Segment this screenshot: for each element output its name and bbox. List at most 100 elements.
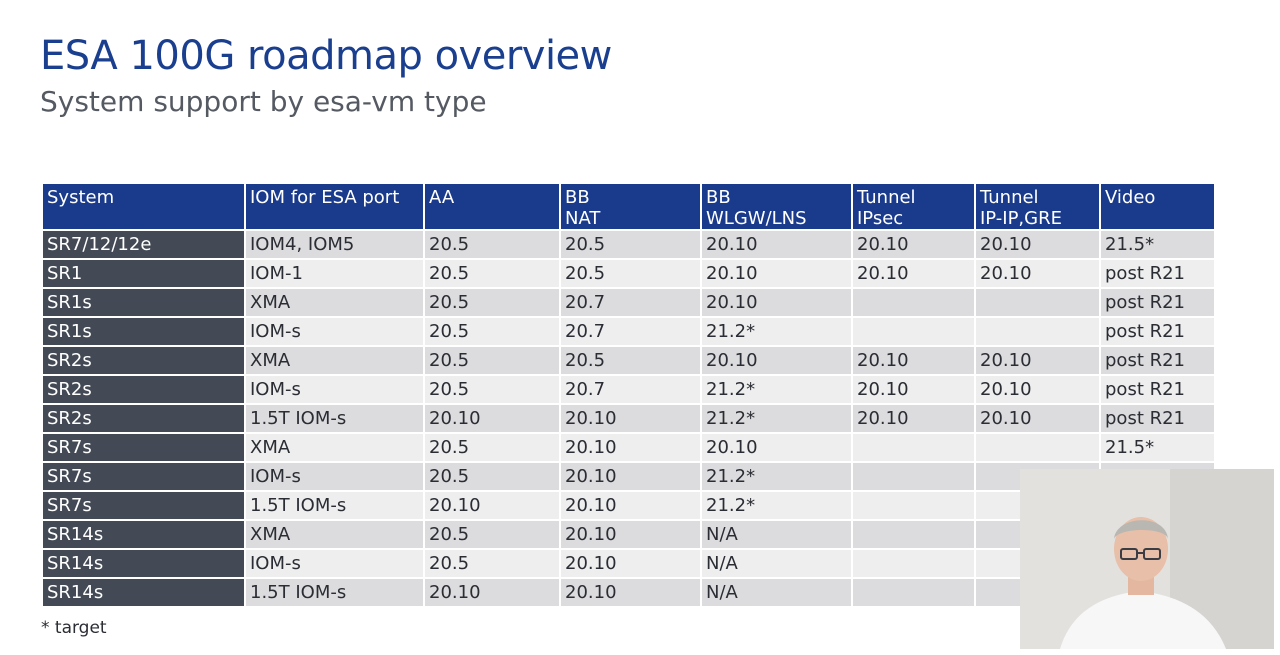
table-cell: 20.10 [853, 347, 974, 374]
table-cell [853, 318, 974, 345]
table-cell: 21.2* [702, 463, 851, 490]
table-cell: 20.5 [425, 376, 559, 403]
table-cell: IOM-s [246, 463, 423, 490]
table-row: SR1s XMA 20.5 20.7 20.10 post R21 [43, 289, 1214, 316]
table-cell: 20.5 [561, 231, 700, 258]
table-row: SR7/12/12e IOM4, IOM5 20.5 20.5 20.10 20.10 20… [43, 231, 1214, 258]
table-cell: N/A [702, 521, 851, 548]
table-cell: 21.5* [1101, 434, 1214, 461]
system-cell: SR14s [43, 550, 244, 577]
table-cell: 20.5 [425, 260, 559, 287]
column-header: BB NAT [561, 184, 700, 229]
table-cell: 21.5* [1101, 231, 1214, 258]
column-header-label: System [47, 187, 115, 208]
table-cell: post R21 [1101, 318, 1214, 345]
column-header-label: IPsec [857, 208, 904, 229]
table-row: SR1 IOM-1 20.5 20.5 20.10 20.10 20.10 post R21 [43, 260, 1214, 287]
table-cell [853, 289, 974, 316]
table-cell: 21.2* [702, 405, 851, 432]
table-cell: 20.5 [561, 347, 700, 374]
system-cell: SR1 [43, 260, 244, 287]
table-cell [976, 289, 1099, 316]
table-row: SR1s IOM-s 20.5 20.7 21.2* post R21 [43, 318, 1214, 345]
table-row: SR2s XMA 20.5 20.5 20.10 20.10 20.10 post R21 [43, 347, 1214, 374]
table-cell: 20.10 [853, 376, 974, 403]
table-cell: 20.10 [561, 492, 700, 519]
table-cell: 20.10 [561, 521, 700, 548]
table-row: SR2s IOM-s 20.5 20.7 21.2* 20.10 20.10 post R21 [43, 376, 1214, 403]
table-cell: 20.10 [702, 347, 851, 374]
table-cell: 20.7 [561, 376, 700, 403]
table-cell: post R21 [1101, 376, 1214, 403]
table-cell [853, 521, 974, 548]
table-cell: 20.10 [561, 463, 700, 490]
system-cell: SR14s [43, 521, 244, 548]
table-cell: 20.10 [853, 405, 974, 432]
table-row: SR2s 1.5T IOM-s 20.10 20.10 21.2* 20.10 20.10 p… [43, 405, 1214, 432]
column-header-label: IP-IP,GRE [980, 208, 1062, 229]
roadmap-table: System IOM for ESA port AA BB NAT BB WLGW/LNS T… [41, 182, 1216, 608]
table-cell: IOM4, IOM5 [246, 231, 423, 258]
presenter-video [1020, 469, 1274, 649]
table-cell: IOM-s [246, 550, 423, 577]
system-cell: SR2s [43, 376, 244, 403]
system-cell: SR2s [43, 405, 244, 432]
table-cell: 20.5 [425, 463, 559, 490]
column-header-label: NAT [565, 208, 601, 229]
table-cell: 21.2* [702, 318, 851, 345]
column-header: AA [425, 184, 559, 229]
table-cell: 20.10 [702, 289, 851, 316]
slide-title: ESA 100G roadmap overview [40, 33, 612, 79]
table-cell: 20.10 [976, 347, 1099, 374]
column-header: Tunnel IP-IP,GRE [976, 184, 1099, 229]
table-cell: XMA [246, 289, 423, 316]
table-cell: 20.5 [425, 521, 559, 548]
table-header-row: System IOM for ESA port AA BB NAT BB WLGW/LNS T… [43, 184, 1214, 229]
table-cell: 20.10 [976, 405, 1099, 432]
table-cell: N/A [702, 579, 851, 606]
table-row: SR7s XMA 20.5 20.10 20.10 21.5* [43, 434, 1214, 461]
column-header-label: Tunnel [857, 187, 916, 208]
table-cell: 20.5 [425, 289, 559, 316]
column-header-label: BB [565, 187, 590, 208]
table-cell: 21.2* [702, 376, 851, 403]
table-cell: 20.10 [425, 579, 559, 606]
table-cell: N/A [702, 550, 851, 577]
column-header-label: IOM for ESA port [250, 187, 400, 208]
table-cell: post R21 [1101, 289, 1214, 316]
column-header-label: WLGW/LNS [706, 208, 807, 229]
table-cell: 20.10 [561, 434, 700, 461]
table-cell: 20.10 [976, 376, 1099, 403]
table-cell: 20.10 [702, 260, 851, 287]
system-cell: SR2s [43, 347, 244, 374]
table-cell: 20.5 [425, 347, 559, 374]
system-cell: SR14s [43, 579, 244, 606]
column-header-label: Tunnel [980, 187, 1039, 208]
table-cell: 1.5T IOM-s [246, 579, 423, 606]
webcam-overlay [1020, 469, 1274, 649]
table-cell: 20.10 [561, 579, 700, 606]
table-cell: 20.5 [425, 231, 559, 258]
column-header: Tunnel IPsec [853, 184, 974, 229]
system-cell: SR7/12/12e [43, 231, 244, 258]
column-header: BB WLGW/LNS [702, 184, 851, 229]
table-cell: 20.10 [702, 434, 851, 461]
table-cell [853, 434, 974, 461]
table-cell: 20.10 [561, 405, 700, 432]
table-row: SR7s IOM-s 20.5 20.10 21.2* [43, 463, 1214, 490]
table-cell: 20.10 [425, 405, 559, 432]
table-cell: 20.5 [425, 318, 559, 345]
system-cell: SR7s [43, 463, 244, 490]
table-cell: 20.10 [976, 260, 1099, 287]
table-cell: 20.5 [425, 434, 559, 461]
table-cell: IOM-s [246, 376, 423, 403]
table-cell: 20.10 [853, 260, 974, 287]
table-cell: 21.2* [702, 492, 851, 519]
table-cell: 20.10 [702, 231, 851, 258]
table-cell: 20.7 [561, 318, 700, 345]
slide-subtitle: System support by esa-vm type [40, 85, 487, 118]
table-cell: IOM-s [246, 318, 423, 345]
column-header: Video [1101, 184, 1214, 229]
column-header: System [43, 184, 244, 229]
table-cell: 1.5T IOM-s [246, 405, 423, 432]
